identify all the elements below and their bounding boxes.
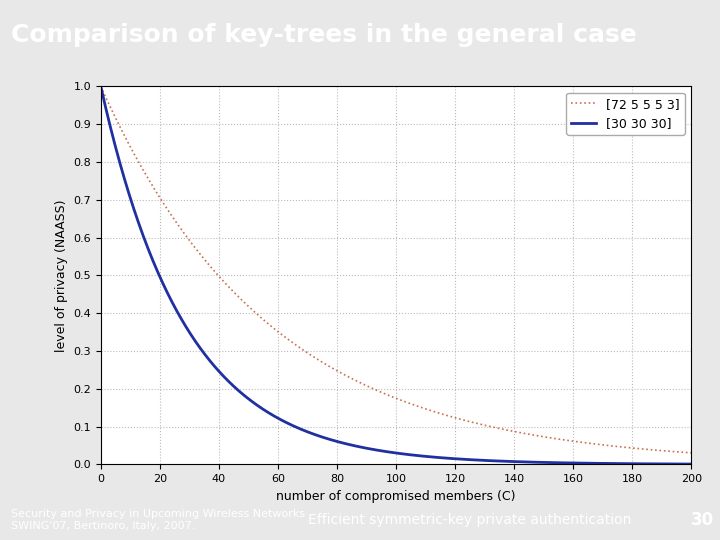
[30 30 30] (672, 461, 681, 467)
X-axis label: number of compromised members (C): number of compromised members (C) (276, 490, 516, 503)
[30 30 30] (96, 83, 105, 90)
Text: Efficient symmetric-key private authentication: Efficient symmetric-key private authenti… (308, 513, 631, 526)
[30 30 30] (377, 448, 385, 454)
[72 5 5 5 3] (96, 83, 105, 90)
Text: 30: 30 (690, 511, 714, 529)
Line: [72 5 5 5 3]: [72 5 5 5 3] (101, 86, 691, 453)
Legend: [72 5 5 5 3], [30 30 30]: [72 5 5 5 3], [30 30 30] (567, 93, 685, 135)
[30 30 30] (580, 460, 589, 467)
[72 5 5 5 3] (687, 450, 696, 456)
[72 5 5 5 3] (672, 449, 681, 455)
[72 5 5 5 3] (416, 404, 425, 410)
[72 5 5 5 3] (448, 414, 456, 420)
[30 30 30] (687, 461, 696, 467)
Text: Comparison of key-trees in the general case: Comparison of key-trees in the general c… (11, 23, 636, 47)
[72 5 5 5 3] (380, 390, 389, 397)
Line: [30 30 30]: [30 30 30] (101, 86, 691, 464)
Y-axis label: level of privacy (NAASS): level of privacy (NAASS) (55, 199, 68, 352)
[72 5 5 5 3] (580, 440, 589, 446)
[72 5 5 5 3] (377, 389, 385, 395)
[30 30 30] (416, 453, 425, 459)
[30 30 30] (448, 455, 456, 462)
[30 30 30] (380, 448, 389, 455)
Text: Security and Privacy in Upcoming Wireless Networks
SWING'07, Bertinoro, Italy, 2: Security and Privacy in Upcoming Wireles… (11, 509, 305, 530)
